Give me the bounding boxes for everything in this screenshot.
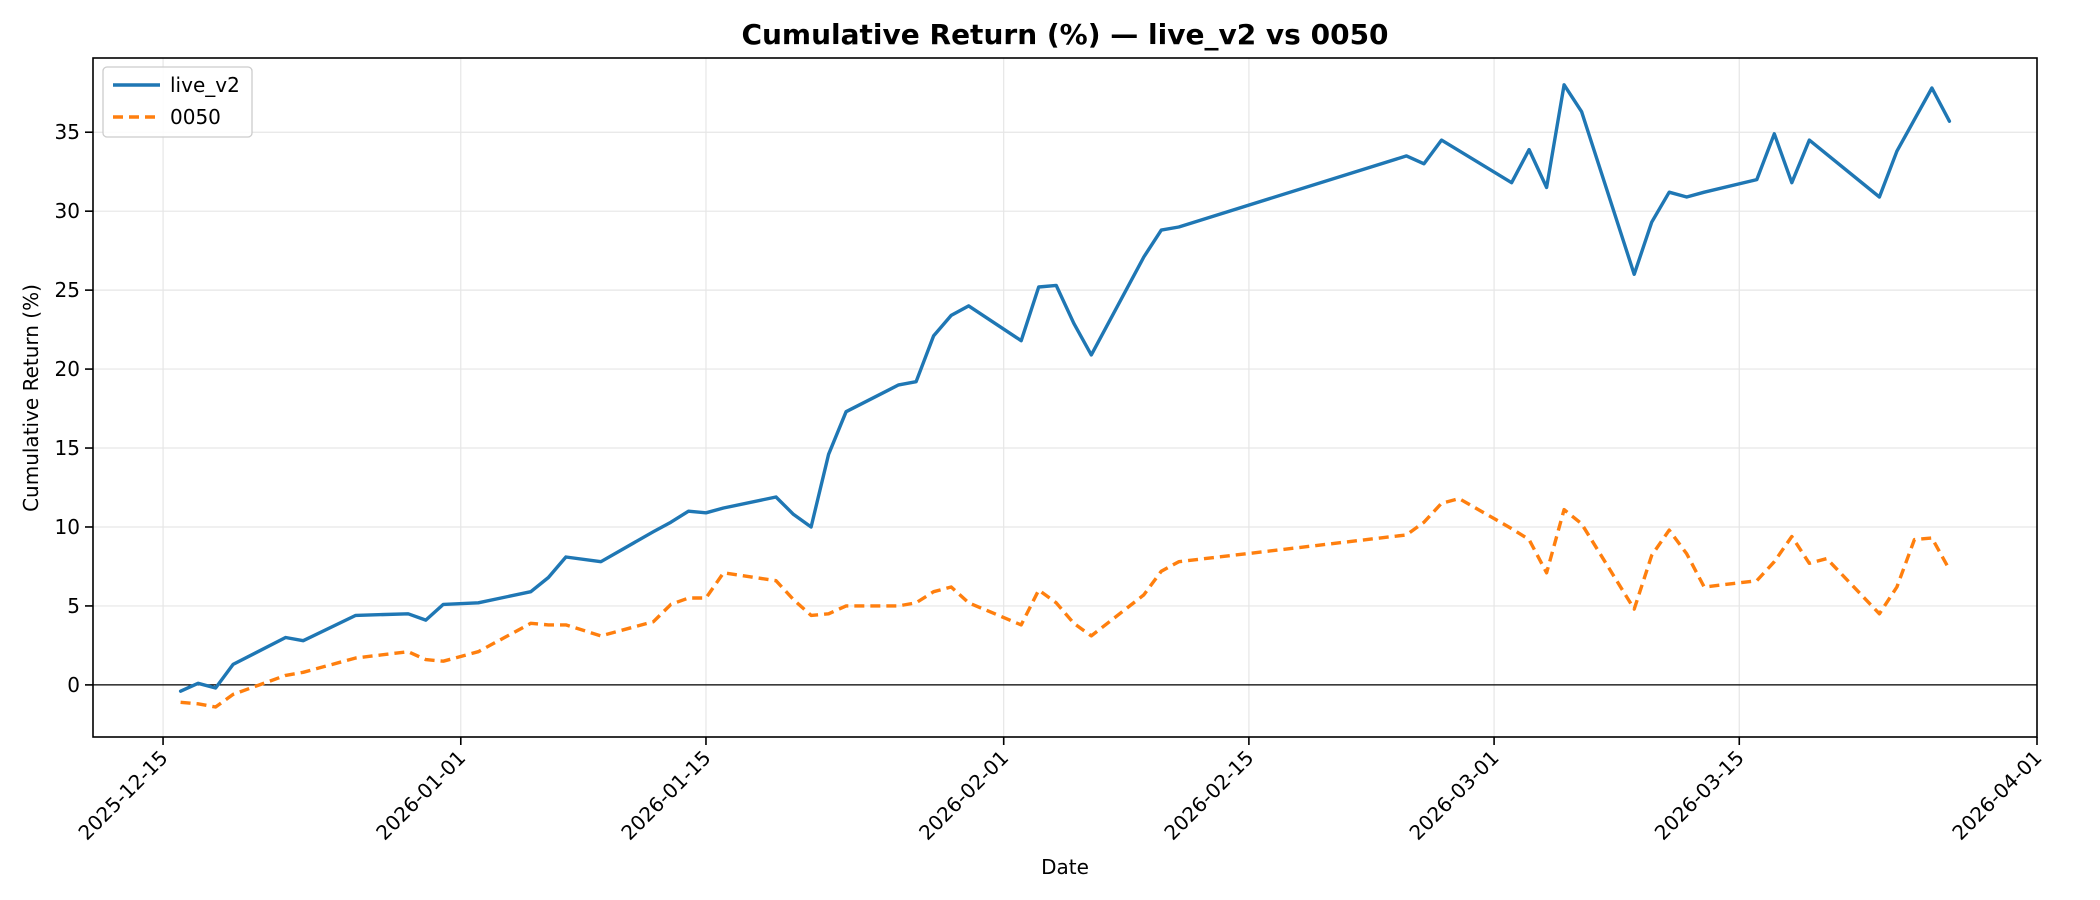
y-axis-ticks: 0 5 10 15 20 25 30 35: [55, 120, 93, 697]
x-axis-label: Date: [1041, 855, 1089, 879]
x-tick-label: 2026-01-01: [371, 746, 470, 845]
y-tick-label: 20: [55, 357, 80, 381]
y-axis-label: Cumulative Return (%): [19, 284, 43, 512]
legend: live_v2 0050: [102, 66, 253, 138]
legend-label-0050: 0050: [170, 105, 221, 129]
chart-title: Cumulative Return (%) — live_v2 vs 0050: [741, 18, 1388, 51]
plot-frame: [92, 57, 2038, 738]
series-line-0050: [180, 496, 1951, 709]
series-layer: [178, 83, 1952, 709]
x-tick-label: 2026-01-15: [616, 746, 715, 845]
y-tick-label: 25: [55, 278, 80, 302]
x-tick-label: 2026-03-01: [1404, 746, 1503, 845]
x-tick-label: 2025-12-15: [73, 746, 172, 845]
x-tick-label: 2026-04-01: [1947, 746, 2046, 845]
y-tick-label: 35: [55, 120, 80, 144]
x-axis-ticks: 2025-12-15 2026-01-01 2026-01-15 2026-02-01…: [73, 737, 2047, 845]
x-tick-label: 2026-02-15: [1159, 746, 1258, 845]
y-tick-label: 5: [67, 594, 80, 618]
y-tick-label: 30: [55, 199, 80, 223]
legend-label-live-v2: live_v2: [170, 73, 240, 97]
y-tick-label: 10: [55, 515, 80, 539]
y-tick-label: 0: [67, 673, 80, 697]
y-tick-label: 15: [55, 436, 80, 460]
series-line-live-v2: [178, 83, 1952, 693]
x-tick-label: 2026-03-15: [1650, 746, 1749, 845]
x-tick-label: 2026-02-01: [914, 746, 1013, 845]
grid: [93, 58, 2038, 737]
